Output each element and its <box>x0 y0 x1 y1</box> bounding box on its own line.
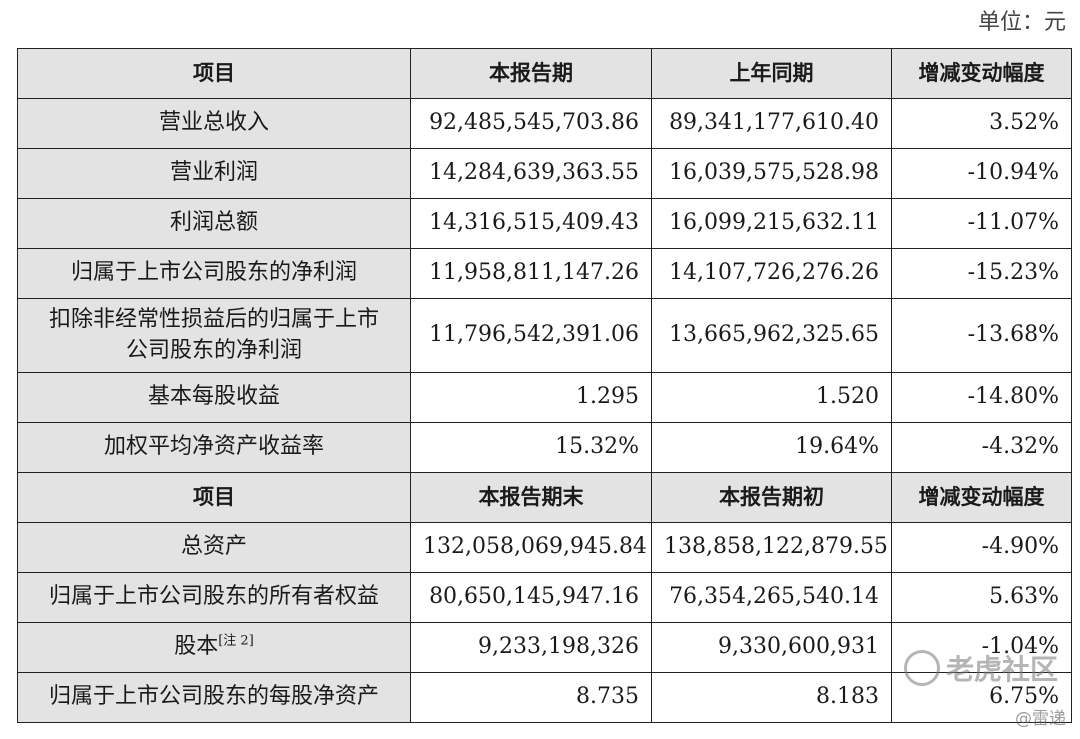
table-row: 归属于上市公司股东的每股净资产 8.735 8.183 6.75% <box>17 672 1072 723</box>
change-value: 3.52% <box>891 98 1072 149</box>
row-label: 归属于上市公司股东的净利润 <box>17 248 411 299</box>
current-value: 14,284,639,363.55 <box>410 148 652 199</box>
row-label-line1: 扣除非经常性损益后的归属于上市 <box>48 306 379 332</box>
row-label: 股本[注 2] <box>17 622 411 673</box>
prior-value: 138,858,122,879.55 <box>651 522 892 573</box>
header-period-start: 本报告期初 <box>651 472 892 523</box>
header-period-end: 本报告期末 <box>410 472 652 523</box>
current-value: 1.295 <box>410 372 652 423</box>
current-value: 11,796,542,391.06 <box>410 298 652 373</box>
table-row: 基本每股收益 1.295 1.520 -14.80% <box>17 372 1072 423</box>
row-label: 总资产 <box>17 522 411 573</box>
change-value: -4.90% <box>891 522 1072 573</box>
table-header-row: 项目 本报告期末 本报告期初 增减变动幅度 <box>17 472 1072 523</box>
header-change: 增减变动幅度 <box>891 48 1072 99</box>
prior-value: 19.64% <box>651 422 892 473</box>
table-row: 加权平均净资产收益率 15.32% 19.64% -4.32% <box>17 422 1072 473</box>
current-value: 11,958,811,147.26 <box>410 248 652 299</box>
change-value: -14.80% <box>891 372 1072 423</box>
header-current-period: 本报告期 <box>410 48 652 99</box>
row-label-line2: 公司股东的净利润 <box>125 337 302 363</box>
header-item: 项目 <box>17 48 411 99</box>
current-value: 8.735 <box>410 672 652 723</box>
header-item: 项目 <box>17 472 411 523</box>
current-value: 9,233,198,326 <box>410 622 652 673</box>
table-row: 利润总额 14,316,515,409.43 16,099,215,632.11… <box>17 198 1072 249</box>
prior-value: 89,341,177,610.40 <box>651 98 892 149</box>
change-value: -15.23% <box>891 248 1072 299</box>
change-value: -11.07% <box>891 198 1072 249</box>
unit-label: 单位：元 <box>977 10 1066 35</box>
table-row: 营业利润 14,284,639,363.55 16,039,575,528.98… <box>17 148 1072 199</box>
watermark-sub: @雷递 <box>1015 709 1066 729</box>
watermark: 老虎社区 <box>903 648 1058 688</box>
prior-value: 16,099,215,632.11 <box>651 198 892 249</box>
table-row: 营业总收入 92,485,545,703.86 89,341,177,610.4… <box>17 98 1072 149</box>
change-value: -10.94% <box>891 148 1072 199</box>
table-header-row: 项目 本报告期 上年同期 增减变动幅度 <box>17 48 1072 99</box>
table-row: 扣除非经常性损益后的归属于上市 公司股东的净利润 11,796,542,391.… <box>17 298 1072 373</box>
prior-value: 16,039,575,528.98 <box>651 148 892 199</box>
row-label: 营业利润 <box>17 148 411 199</box>
current-value: 132,058,069,945.84 <box>410 522 652 573</box>
table-row: 归属于上市公司股东的净利润 11,958,811,147.26 14,107,7… <box>17 248 1072 299</box>
prior-value: 14,107,726,276.26 <box>651 248 892 299</box>
table-row: 归属于上市公司股东的所有者权益 80,650,145,947.16 76,354… <box>17 572 1072 623</box>
current-value: 14,316,515,409.43 <box>410 198 652 249</box>
row-label: 营业总收入 <box>17 98 411 149</box>
change-value: -13.68% <box>891 298 1072 373</box>
row-label: 利润总额 <box>17 198 411 249</box>
change-value: 5.63% <box>891 572 1072 623</box>
row-label: 扣除非经常性损益后的归属于上市 公司股东的净利润 <box>17 298 411 373</box>
watermark-text: 老虎社区 <box>945 653 1058 686</box>
tiger-logo-icon <box>903 650 940 686</box>
header-prior-period: 上年同期 <box>651 48 892 99</box>
row-label-text: 股本 <box>174 634 219 660</box>
current-value: 80,650,145,947.16 <box>410 572 652 623</box>
header-change: 增减变动幅度 <box>891 472 1072 523</box>
current-value: 92,485,545,703.86 <box>410 98 652 149</box>
prior-value: 9,330,600,931 <box>651 622 892 673</box>
row-label: 归属于上市公司股东的每股净资产 <box>17 672 411 723</box>
current-value: 15.32% <box>410 422 652 473</box>
prior-value: 13,665,962,325.65 <box>651 298 892 373</box>
row-label: 基本每股收益 <box>17 372 411 423</box>
prior-value: 1.520 <box>651 372 892 423</box>
row-label: 归属于上市公司股东的所有者权益 <box>17 572 411 623</box>
table-row: 总资产 132,058,069,945.84 138,858,122,879.5… <box>17 522 1072 573</box>
prior-value: 76,354,265,540.14 <box>651 572 892 623</box>
financial-summary-table: 项目 本报告期 上年同期 增减变动幅度 营业总收入 92,485,545,703… <box>17 48 1072 723</box>
prior-value: 8.183 <box>651 672 892 723</box>
footnote-ref: [注 2] <box>218 633 254 649</box>
change-value: -4.32% <box>891 422 1072 473</box>
row-label: 加权平均净资产收益率 <box>17 422 411 473</box>
